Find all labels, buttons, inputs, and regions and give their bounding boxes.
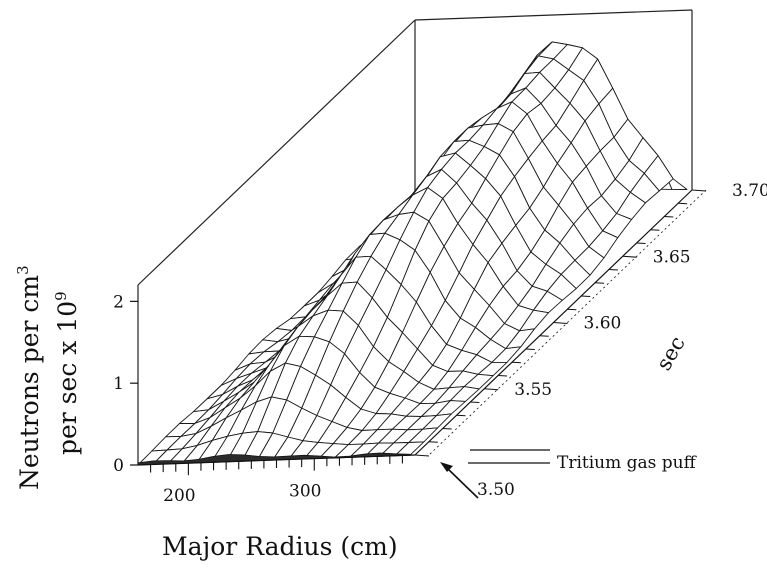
z-tick-label: 1 [113, 374, 124, 394]
time-tick-label: 3.50 [477, 480, 515, 500]
x-tick-label: 300 [289, 482, 321, 502]
time-tick-mark [484, 388, 499, 391]
time-tick-mark [414, 454, 430, 457]
z-axis-label-line2: per sec x 109 [52, 291, 82, 455]
time-tick-mark [470, 401, 480, 404]
time-tick-mark [442, 427, 452, 430]
time-tick-mark [567, 308, 577, 311]
left-top-edge [137, 19, 416, 286]
time-tick-label: 3.60 [584, 314, 622, 334]
time-tick-mark [525, 348, 535, 351]
time-tick-mark [608, 268, 618, 271]
annotation-arrow [446, 467, 479, 499]
time-tick-label: 3.65 [653, 247, 691, 267]
time-tick-mark [456, 414, 466, 417]
back-top-edge [414, 9, 693, 21]
z-tick-label: 2 [113, 292, 124, 312]
x-axis-title: Major Radius (cm) [162, 532, 398, 561]
time-tick-label: 3.55 [514, 380, 552, 400]
time-tick-mark [581, 295, 591, 298]
time-axis-title: sec [652, 332, 690, 374]
time-tick-mark [595, 282, 605, 284]
time-tick-mark [539, 335, 549, 337]
surface-mesh [137, 41, 688, 466]
time-tick-mark [636, 242, 646, 245]
time-tick-mark [553, 321, 568, 325]
chart-axes: 0 1 2 200 300 3.50 3.55 3.60 3.65 3.70 [113, 181, 767, 506]
x-tick-label: 200 [163, 486, 195, 506]
time-axis-guide [428, 189, 707, 456]
time-tick-label: 3.70 [732, 181, 767, 201]
annotation-label: Tritium gas puff [557, 453, 698, 473]
z-axis-label-line1: Neutrons per cm3 [14, 265, 44, 490]
time-tick-mark [498, 374, 508, 377]
time-tick-mark [691, 189, 707, 192]
time-tick-mark [428, 441, 438, 443]
time-tick-mark [664, 215, 674, 218]
z-tick-label: 0 [113, 456, 124, 476]
time-tick-mark [650, 229, 660, 231]
annotation-arrowhead [440, 462, 453, 472]
time-tick-mark [511, 361, 521, 364]
time-tick-mark [678, 202, 688, 205]
time-tick-mark [622, 255, 637, 258]
